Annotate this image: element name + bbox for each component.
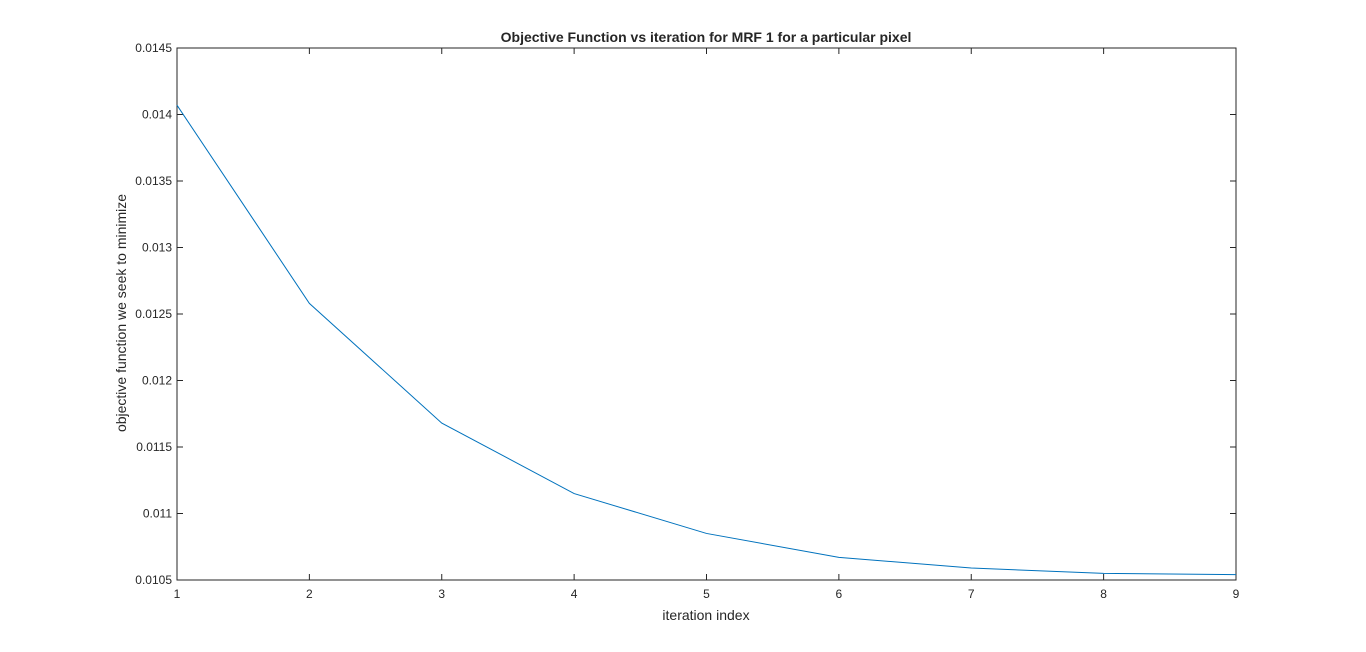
y-tick-label: 0.011	[143, 507, 172, 521]
x-tick-label: 3	[438, 587, 445, 601]
y-axis-label: objective function we seek to minimize	[113, 194, 129, 432]
y-tick-label: 0.0125	[135, 307, 172, 321]
series-line	[176, 104, 1237, 576]
y-tick-label: 0.0135	[135, 174, 172, 188]
y-tick-label: 0.014	[142, 108, 172, 122]
x-tick-label: 1	[174, 587, 181, 601]
x-tick-label: 2	[306, 587, 313, 601]
x-tick-label: 7	[968, 587, 975, 601]
y-tick-label: 0.0115	[136, 440, 172, 454]
y-tick-label: 0.013	[142, 241, 172, 255]
series-layer	[176, 104, 1237, 576]
x-tick-label: 8	[1100, 587, 1107, 601]
axes-box	[176, 47, 1237, 581]
y-tick-label: 0.0145	[135, 41, 172, 55]
chart-title: Objective Function vs iteration for MRF …	[501, 29, 912, 45]
x-tick-label: 4	[571, 587, 578, 601]
x-ticks: 1 2 3 4 5 6 7 8 9	[174, 48, 1240, 601]
x-tick-label: 5	[703, 587, 710, 601]
x-tick-label: 6	[836, 587, 843, 601]
x-axis-label: iteration index	[662, 607, 749, 623]
x-tick-label: 9	[1233, 587, 1240, 601]
y-ticks: 0.0105 0.011 0.0115 0.012 0.0125 0.013 0.0135 0…	[135, 41, 1236, 587]
y-tick-label: 0.0105	[135, 573, 172, 587]
y-tick-label: 0.012	[142, 374, 172, 388]
